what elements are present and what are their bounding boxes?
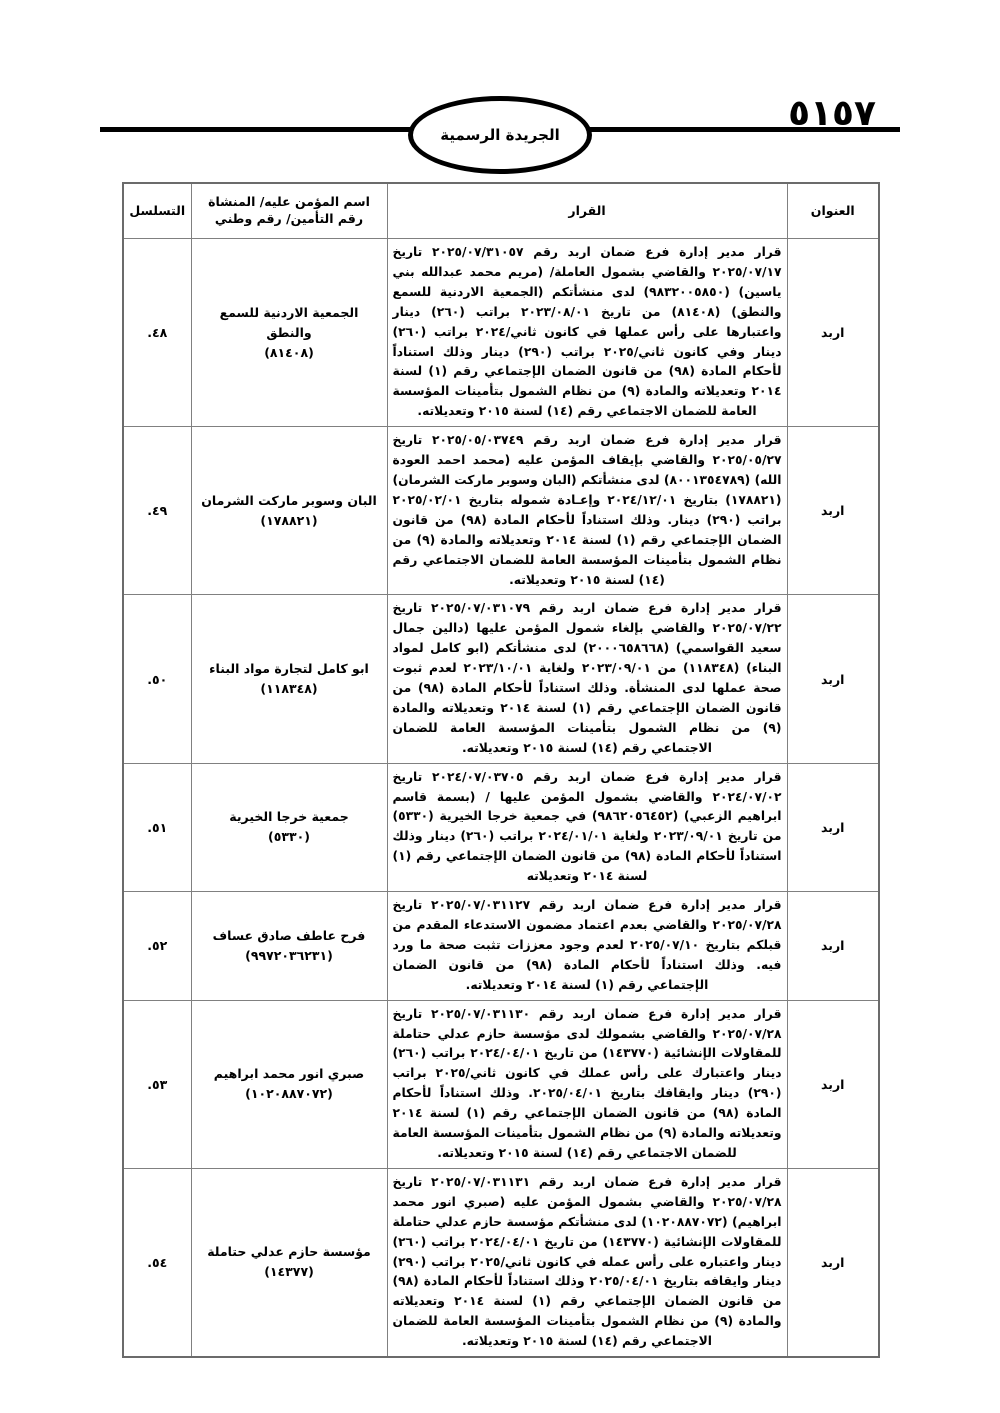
decisions-table-container: العنوان القرار اسم المؤمن عليه/ المنشاة … — [122, 182, 880, 1359]
insured-name: فرح عاطف صادق عساف — [212, 927, 366, 943]
insurance-number: (٩٩٧٢٠٣٦٢٣١) — [245, 947, 333, 963]
cell-name: صبري انور محمد ابراهيم (١٠٢٠٨٨٧٠٧٢) — [190, 999, 388, 1169]
page-number: ٥١٥٧ — [788, 93, 876, 134]
column-header-name-line1: اسم المؤمن عليه/ المنشاة — [208, 194, 370, 210]
table-row: اربد قرار مدير إدارة فرع ضمان اربد رقم ٢٠… — [122, 999, 880, 1169]
cell-decision: قرار مدير إدارة فرع ضمان اربد رقم ٢٠٢٥/٠… — [386, 999, 788, 1169]
insured-name: صبري انور محمد ابراهيم — [213, 1066, 365, 1082]
table-row: اربد قرار مدير إدارة فرع ضمان اربد رقم ٢٠… — [122, 891, 880, 1001]
insurance-number: (١٠٢٠٨٨٧٠٧٢) — [245, 1086, 333, 1102]
cell-decision: قرار مدير إدارة فرع ضمان اربد رقم ٢٠٢٥/٠… — [386, 1167, 788, 1358]
insured-name: جمعية خرجا الخيرية — [229, 809, 349, 825]
cell-decision: قرار مدير إدارة فرع ضمان اربد رقم ٢٠٢٥/٠… — [386, 594, 788, 764]
cell-address: اربد — [786, 237, 880, 428]
cell-serial: ٥١. — [122, 762, 192, 893]
insurance-number: (٨١٤٠٨) — [264, 344, 314, 360]
cell-serial: ٤٨. — [122, 237, 192, 428]
table-body: اربد قرار مدير إدارة فرع ضمان اربد رقم ٢٠… — [122, 237, 880, 1358]
cell-address: اربد — [786, 1167, 880, 1358]
cell-decision: قرار مدير إدارة فرع ضمان اربد رقم ٢٠٢٤/٠… — [386, 762, 788, 893]
column-header-decision: القرار — [386, 182, 788, 239]
cell-name: الجمعية الاردنية للسمع والنطق (٨١٤٠٨) — [190, 237, 388, 428]
cell-serial: ٥٢. — [122, 891, 192, 1001]
insured-name: ابو كامل لتجارة مواد البناء — [209, 661, 369, 677]
insurance-number: (١١٨٣٤٨) — [260, 681, 318, 697]
table-row: اربد قرار مدير إدارة فرع ضمان اربد رقم ٢٠… — [122, 594, 880, 764]
table-header: العنوان القرار اسم المؤمن عليه/ المنشاة … — [122, 182, 880, 239]
insured-name: مؤسسة حازم عدلي حتاملة — [207, 1244, 371, 1260]
decisions-table: العنوان القرار اسم المؤمن عليه/ المنشاة … — [122, 182, 880, 1359]
cell-name: فرح عاطف صادق عساف (٩٩٧٢٠٣٦٢٣١) — [190, 891, 388, 1001]
table-row: اربد قرار مدير إدارة فرع ضمان اربد رقم ٢٠… — [122, 762, 880, 893]
gazette-title-label: الجريدة الرسمية — [440, 125, 560, 144]
table-row: اربد قرار مدير إدارة فرع ضمان اربد رقم ٢٠… — [122, 1167, 880, 1358]
cell-serial: ٥٣. — [122, 999, 192, 1169]
cell-decision: قرار مدير إدارة فرع ضمان اربد رقم ٢٠٢٥/٠… — [386, 237, 788, 428]
cell-address: اربد — [786, 891, 880, 1001]
column-header-serial: التسلسل — [122, 182, 192, 239]
cell-address: اربد — [786, 999, 880, 1169]
page-header: ٥١٥٧ الجريدة الرسمية — [100, 93, 900, 174]
cell-serial: ٤٩. — [122, 426, 192, 596]
table-row: اربد قرار مدير إدارة فرع ضمان اربد رقم ٢٠… — [122, 426, 880, 596]
table-row: اربد قرار مدير إدارة فرع ضمان اربد رقم ٢٠… — [122, 237, 880, 428]
cell-address: اربد — [786, 594, 880, 764]
insured-name: البان وسوبر ماركت الشرمان — [201, 492, 377, 508]
cell-address: اربد — [786, 426, 880, 596]
column-header-name-line2: رقم التأمين/ رقم وطني — [214, 211, 364, 226]
gazette-title-badge: الجريدة الرسمية — [408, 96, 592, 174]
column-header-address: العنوان — [786, 182, 880, 239]
cell-address: اربد — [786, 762, 880, 893]
column-header-name: اسم المؤمن عليه/ المنشاة رقم التأمين/ رق… — [190, 182, 388, 239]
cell-name: مؤسسة حازم عدلي حتاملة (١٤٣٧٧) — [190, 1167, 388, 1358]
table-header-row: العنوان القرار اسم المؤمن عليه/ المنشاة … — [122, 182, 880, 239]
insured-name: الجمعية الاردنية للسمع والنطق — [219, 304, 359, 340]
cell-name: جمعية خرجا الخيرية (٥٣٣٠) — [190, 762, 388, 893]
cell-name: ابو كامل لتجارة مواد البناء (١١٨٣٤٨) — [190, 594, 388, 764]
cell-serial: ٥٤. — [122, 1167, 192, 1358]
cell-serial: ٥٠. — [122, 594, 192, 764]
cell-name: البان وسوبر ماركت الشرمان (١٧٨٨٢١) — [190, 426, 388, 596]
insurance-number: (١٧٨٨٢١) — [260, 512, 318, 528]
insurance-number: (١٤٣٧٧) — [264, 1264, 314, 1280]
cell-decision: قرار مدير إدارة فرع ضمان اربد رقم ٢٠٢٥/٠… — [386, 891, 788, 1001]
insurance-number: (٥٣٣٠) — [268, 829, 310, 845]
cell-decision: قرار مدير إدارة فرع ضمان اربد رقم ٢٠٢٥/٠… — [386, 426, 788, 596]
